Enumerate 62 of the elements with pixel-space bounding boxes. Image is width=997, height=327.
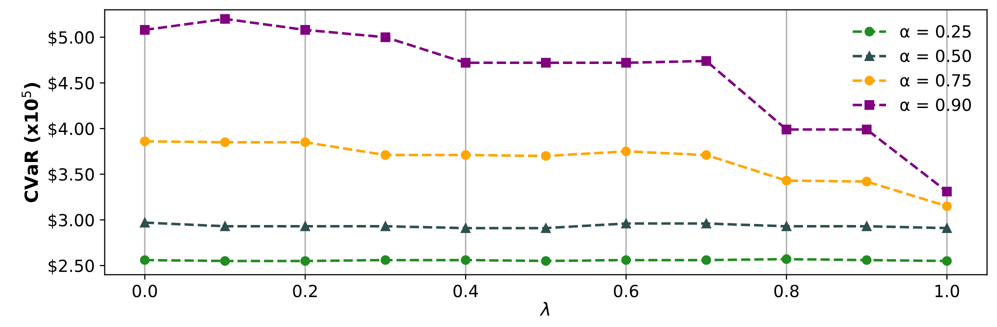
point — [220, 137, 230, 148]
point — [460, 58, 471, 68]
x-tick-label: 0.0 — [132, 284, 157, 298]
point — [380, 221, 390, 232]
point — [140, 255, 150, 265]
point — [140, 136, 150, 146]
point — [701, 218, 712, 228]
x-tick-label: 0.6 — [614, 284, 638, 298]
point — [140, 25, 150, 35]
point — [782, 221, 792, 232]
point — [220, 221, 230, 232]
point — [220, 14, 230, 24]
point — [540, 58, 551, 68]
y-tick-label: $3.00 — [48, 214, 94, 229]
point — [540, 223, 551, 233]
x-tick-label: 0.4 — [453, 284, 478, 298]
point — [782, 254, 792, 264]
point — [460, 150, 471, 160]
point — [701, 150, 712, 160]
point — [540, 151, 551, 161]
point — [942, 256, 952, 266]
legend-label: α = 0.75 — [900, 74, 971, 87]
point — [862, 255, 872, 265]
point — [701, 255, 712, 265]
point — [862, 221, 872, 232]
point — [300, 25, 310, 35]
point — [380, 255, 390, 265]
point — [862, 176, 872, 186]
point — [140, 218, 150, 228]
point — [942, 223, 952, 233]
y-tick-label: $4.00 — [48, 122, 94, 138]
point — [701, 56, 712, 66]
point — [220, 256, 230, 266]
point — [621, 218, 631, 228]
y-tick-label: $3.50 — [48, 168, 94, 183]
point — [621, 58, 631, 68]
point — [380, 150, 390, 160]
legend-label: α = 0.90 — [900, 98, 971, 112]
x-tick-label: 1.0 — [936, 284, 960, 298]
point — [782, 124, 792, 134]
y-tick-label: $5.00 — [48, 30, 94, 46]
point — [862, 124, 872, 134]
legend-label: α = 0.50 — [900, 50, 971, 62]
legend-label: α = 0.25 — [900, 25, 971, 38]
point — [300, 137, 310, 148]
point — [300, 221, 310, 232]
x-axis-title: λ — [540, 302, 550, 316]
point — [942, 186, 952, 196]
point — [621, 146, 631, 156]
y-axis-title: CVaR (x10$^{5}$) — [22, 83, 40, 202]
point — [782, 176, 792, 186]
y-tick-label: $2.50 — [48, 259, 94, 274]
point — [540, 256, 551, 266]
point — [460, 255, 471, 265]
point — [942, 201, 952, 212]
point — [300, 256, 310, 266]
x-tick-label: 0.8 — [774, 284, 799, 298]
point — [380, 32, 390, 42]
point — [460, 223, 471, 233]
y-tick-label: $4.50 — [48, 76, 94, 92]
x-tick-label: 0.2 — [293, 284, 317, 298]
point — [621, 255, 631, 265]
